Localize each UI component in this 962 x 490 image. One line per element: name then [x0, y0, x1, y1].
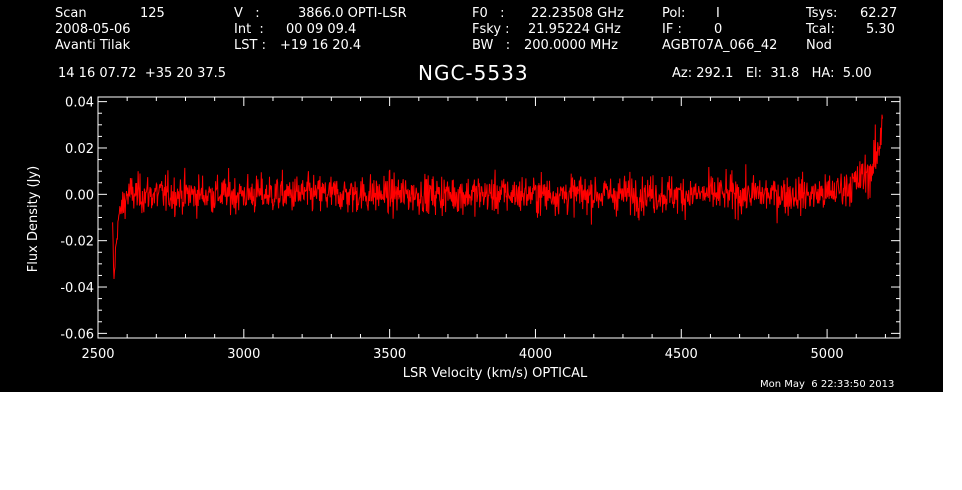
- observing-mode: Nod: [806, 38, 832, 53]
- tcal-label: Tcal:: [806, 22, 835, 37]
- timestamp: Mon May 6 22:33:50 2013: [760, 379, 895, 390]
- velocity-value: 3866.0 OPTI-LSR: [298, 6, 407, 21]
- y-tick-label: -0.02: [60, 235, 94, 250]
- lst-value: +19 16 20.4: [280, 38, 362, 53]
- scan-label: Scan: [55, 6, 87, 21]
- x-tick-label: 5000: [811, 347, 844, 362]
- x-tick-label: 3000: [227, 347, 260, 362]
- x-tick-label: 4000: [519, 347, 552, 362]
- spectrum-series: [112, 114, 883, 280]
- observer-name: Avanti Tilak: [55, 38, 131, 53]
- tcal-value: 5.30: [866, 22, 895, 37]
- spectrum-chart: 2500 3000 3500 4000 4500 5000 -0.06 -0.04 -0.02 0…: [26, 96, 901, 381]
- tsys-label: Tsys:: [806, 6, 838, 21]
- x-tick-label: 3500: [373, 347, 406, 362]
- scan-value: 125: [140, 6, 165, 21]
- f0-label: F0 :: [472, 6, 505, 21]
- integration-label: Int :: [234, 22, 264, 37]
- x-tick-label: 2500: [81, 347, 114, 362]
- x-axis-label: LSR Velocity (km/s) OPTICAL: [403, 366, 588, 381]
- az-el-ha: Az: 292.1 El: 31.8 HA: 5.00: [672, 66, 872, 81]
- if-value: 0: [714, 22, 723, 37]
- observation-date: 2008-05-06: [55, 22, 131, 37]
- tsys-value: 62.27: [860, 6, 898, 21]
- y-tick-label: 0.04: [65, 96, 94, 111]
- chart-axes: 2500 3000 3500 4000 4500 5000 -0.06 -0.04 -0.02 0…: [60, 96, 901, 362]
- fsky-label: Fsky :: [472, 22, 510, 37]
- f0-value: 22.23508 GHz: [531, 6, 624, 21]
- bandwidth-label: BW :: [472, 38, 511, 53]
- plot-frame: [97, 96, 901, 339]
- lst-label: LST :: [234, 38, 266, 53]
- y-axis-label: Flux Density (Jy): [26, 166, 41, 272]
- y-tick-label: -0.06: [60, 327, 94, 342]
- y-tick-label: -0.04: [60, 281, 94, 296]
- source-name: NGC-5533: [418, 61, 529, 85]
- x-tick-label: 4500: [665, 347, 698, 362]
- source-coordinates: 14 16 07.72 +35 20 37.5: [58, 66, 227, 81]
- velocity-label: V :: [234, 6, 260, 21]
- fsky-value: 21.95224 GHz: [528, 22, 621, 37]
- polarization-value: I: [716, 6, 720, 21]
- if-label: IF :: [662, 22, 682, 37]
- project-id: AGBT07A_066_42: [662, 38, 778, 53]
- bandwidth-value: 200.0000 MHz: [524, 38, 618, 53]
- y-tick-label: 0.00: [65, 188, 94, 203]
- integration-value: 00 09 09.4: [286, 22, 357, 37]
- spectrum-line: [112, 114, 883, 280]
- y-tick-label: 0.02: [65, 142, 94, 157]
- polarization-label: Pol:: [662, 6, 686, 21]
